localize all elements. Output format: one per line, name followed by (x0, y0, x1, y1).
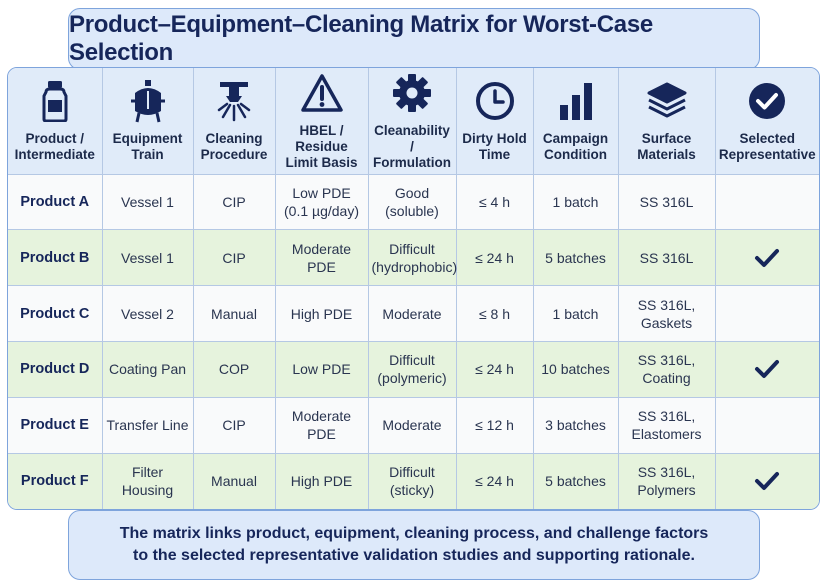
header-equipment: Equipment Train (101, 68, 194, 175)
campaign-cell: 10 batches (532, 340, 619, 398)
checkmark-icon (755, 360, 780, 379)
product-cell: Product D (8, 340, 103, 398)
surface-cell: SS 316L (617, 229, 716, 287)
page-title: Product–Equipment–Cleaning Matrix for Wo… (69, 11, 653, 66)
spray-nozzle-icon (197, 79, 272, 123)
product-cell: Product F (8, 452, 103, 509)
table-row: Product A Vessel 1 CIP Low PDE (0.1 µg/day)… (8, 173, 819, 231)
footer-line-2: to the selected representative validatio… (133, 547, 695, 564)
check-circle-icon (719, 79, 817, 123)
hold-time-cell: ≤ 12 h (455, 396, 534, 454)
checkmark-icon (755, 248, 780, 267)
product-cell: Product E (8, 396, 103, 454)
table-row: Product C Vessel 2 Manual High PDE Moderate ≤… (8, 285, 819, 342)
surface-cell: SS 316L, Elastomers (617, 396, 716, 454)
hbel-cell: Low PDE (0.1 µg/day) (274, 173, 369, 231)
campaign-cell: 5 batches (532, 452, 619, 509)
selected-cell (714, 285, 819, 342)
table-row: Product D Coating Pan COP Low PDE Difficult … (8, 340, 819, 398)
header-label: Cleanability / Formulation (373, 122, 451, 170)
header-surface: Surface Materials (617, 68, 716, 175)
selected-cell (714, 229, 819, 287)
equipment-cell: Coating Pan (101, 340, 194, 398)
header-cleaning: Cleaning Procedure (192, 68, 276, 175)
equipment-cell: Vessel 2 (101, 285, 194, 342)
clock-icon (460, 79, 530, 123)
hold-time-cell: ≤ 4 h (455, 173, 534, 231)
hbel-cell: Low PDE (274, 340, 369, 398)
campaign-cell: 3 batches (532, 396, 619, 454)
header-cleanability: Cleanability / Formulation (367, 68, 457, 175)
hold-time-cell: ≤ 24 h (455, 452, 534, 509)
campaign-cell: 1 batch (532, 173, 619, 231)
hold-time-cell: ≤ 24 h (455, 340, 534, 398)
product-cell: Product C (8, 285, 103, 342)
header-label: HBEL / Residue Limit Basis (285, 122, 358, 170)
surface-cell: SS 316L, Gaskets (617, 285, 716, 342)
layers-icon (622, 79, 712, 123)
header-label: Product / Intermediate (14, 130, 95, 162)
header-label: Surface Materials (637, 130, 696, 162)
table-row: Product F Filter Housing Manual High PDE Dif… (8, 452, 819, 509)
selected-cell (714, 340, 819, 398)
header-selected: Selected Representative (714, 68, 819, 175)
hold-time-cell: ≤ 24 h (455, 229, 534, 287)
checkmark-icon (755, 472, 780, 491)
selected-cell (714, 452, 819, 509)
hbel-cell: Moderate PDE (274, 229, 369, 287)
hbel-cell: Moderate PDE (274, 396, 369, 454)
cleanability-cell: Difficult (hydrophobic) (367, 229, 457, 287)
cleaning-cell: COP (192, 340, 276, 398)
matrix-table: Product / Intermediate Equipment T (8, 68, 819, 509)
product-cell: Product B (8, 229, 103, 287)
table-row: Product E Transfer Line CIP Moderate PDE Mod… (8, 396, 819, 454)
header-hold: Dirty Hold Time (455, 68, 534, 175)
cleanability-cell: Moderate (367, 396, 457, 454)
header-label: Selected Representative (718, 130, 816, 162)
vessel-icon (106, 79, 190, 123)
bottle-icon (11, 79, 99, 123)
bar-chart-icon (537, 79, 615, 123)
surface-cell: SS 316L (617, 173, 716, 231)
hbel-cell: High PDE (274, 452, 369, 509)
title-banner: Product–Equipment–Cleaning Matrix for Wo… (68, 8, 760, 70)
warning-icon (279, 71, 365, 115)
footer-line-1: The matrix links product, equipment, cle… (119, 525, 709, 542)
cleanability-cell: Good (soluble) (367, 173, 457, 231)
cleaning-matrix: Product / Intermediate Equipment T (7, 67, 820, 510)
header-hbel: HBEL / Residue Limit Basis (274, 68, 369, 175)
product-cell: Product A (8, 173, 103, 231)
cleanability-cell: Difficult (polymeric) (367, 340, 457, 398)
cleaning-cell: Manual (192, 285, 276, 342)
cleanability-cell: Difficult (sticky) (367, 452, 457, 509)
header-campaign: Campaign Condition (532, 68, 619, 175)
selected-cell (714, 396, 819, 454)
cleaning-cell: CIP (192, 396, 276, 454)
equipment-cell: Vessel 1 (101, 173, 194, 231)
table-row: Product B Vessel 1 CIP Moderate PDE Difficul… (8, 229, 819, 287)
header-product: Product / Intermediate (8, 68, 103, 175)
gear-icon (372, 71, 453, 115)
cleaning-cell: CIP (192, 229, 276, 287)
cleaning-cell: CIP (192, 173, 276, 231)
surface-cell: SS 316L, Polymers (617, 452, 716, 509)
cleanability-cell: Moderate (367, 285, 457, 342)
header-label: Campaign Condition (542, 130, 609, 162)
header-label: Cleaning Procedure (200, 130, 268, 162)
selected-cell (714, 173, 819, 231)
campaign-cell: 1 batch (532, 285, 619, 342)
surface-cell: SS 316L, Coating (617, 340, 716, 398)
hold-time-cell: ≤ 8 h (455, 285, 534, 342)
header-label: Dirty Hold Time (462, 130, 527, 162)
header-label: Equipment Train (112, 130, 183, 162)
cleaning-cell: Manual (192, 452, 276, 509)
equipment-cell: Vessel 1 (101, 229, 194, 287)
matrix-body: Product A Vessel 1 CIP Low PDE (0.1 µg/day)… (8, 173, 819, 509)
footer-note: The matrix links product, equipment, cle… (68, 510, 760, 580)
header-row: Product / Intermediate Equipment T (8, 68, 819, 175)
equipment-cell: Filter Housing (101, 452, 194, 509)
equipment-cell: Transfer Line (101, 396, 194, 454)
hbel-cell: High PDE (274, 285, 369, 342)
campaign-cell: 5 batches (532, 229, 619, 287)
